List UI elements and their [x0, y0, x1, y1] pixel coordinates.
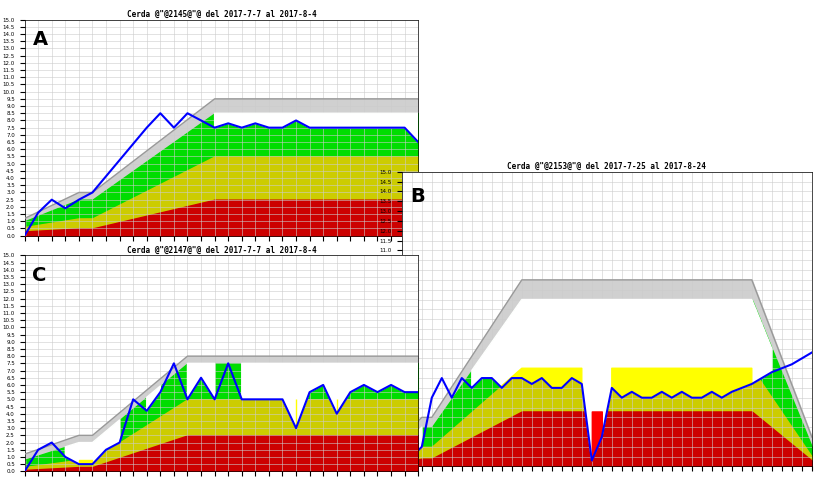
- Title: Cerda @"@2147@"@ del 2017-7-7 al 2017-8-4: Cerda @"@2147@"@ del 2017-7-7 al 2017-8-…: [126, 246, 316, 254]
- Title: Cerda @"@2145@"@ del 2017-7-7 al 2017-8-4: Cerda @"@2145@"@ del 2017-7-7 al 2017-8-…: [126, 10, 316, 19]
- Text: A: A: [33, 30, 48, 50]
- Text: B: B: [410, 187, 424, 206]
- Text: C: C: [33, 266, 47, 285]
- Title: Cerda @"@2153@"@ del 2017-7-25 al 2017-8-24: Cerda @"@2153@"@ del 2017-7-25 al 2017-8…: [507, 162, 705, 171]
